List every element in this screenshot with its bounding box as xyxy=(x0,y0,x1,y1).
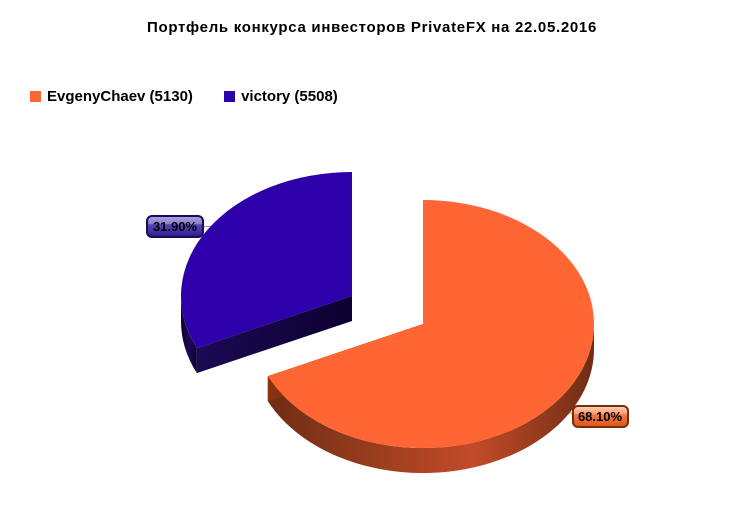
svg-text:31.90%: 31.90% xyxy=(153,219,198,234)
svg-text:68.10%: 68.10% xyxy=(578,409,623,424)
